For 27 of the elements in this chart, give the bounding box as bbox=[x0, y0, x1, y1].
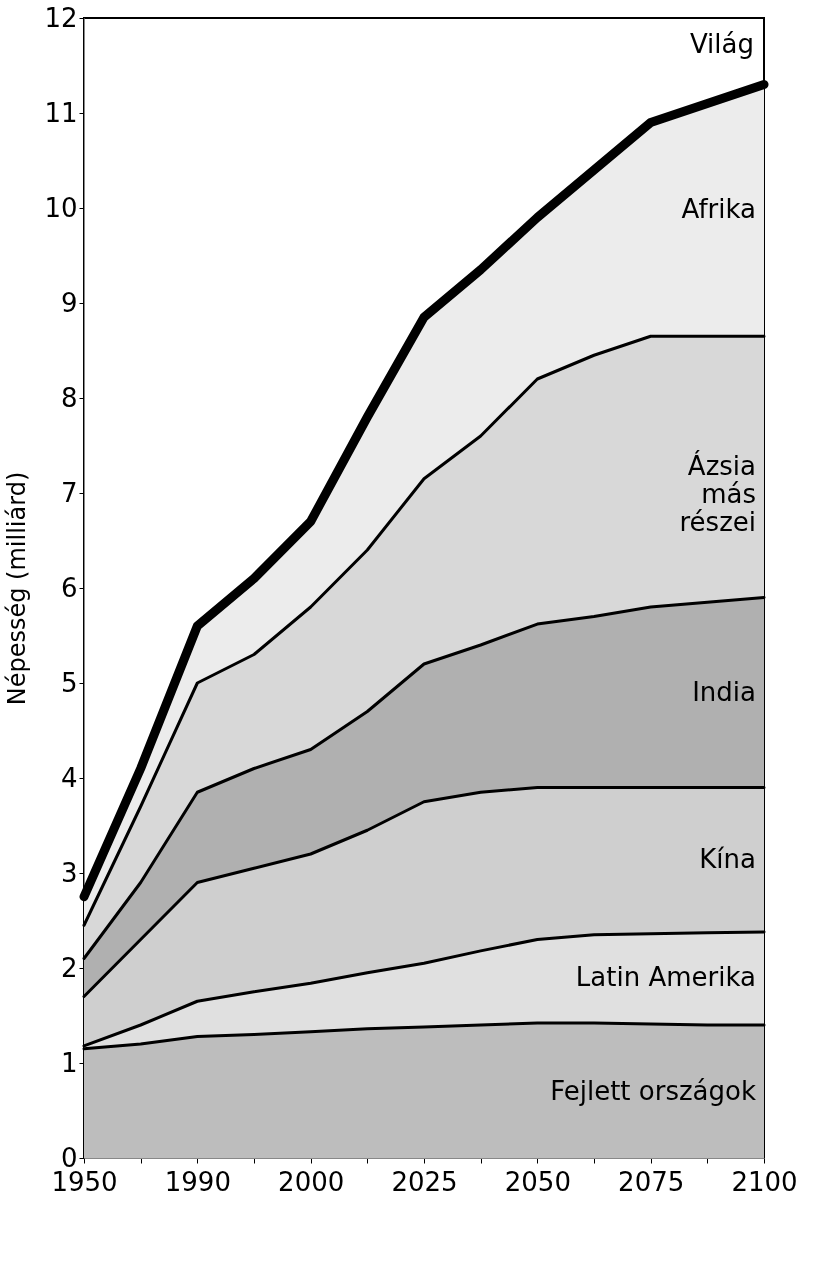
annotation: Világ bbox=[689, 29, 754, 59]
y-axis-title: Népesség (milliárd) bbox=[3, 471, 32, 706]
series-label: Ázsia más részei bbox=[679, 449, 756, 537]
y-tick-label: 10 bbox=[44, 192, 78, 223]
x-tick-label: 1950 bbox=[51, 1166, 118, 1197]
x-tick-label: 2100 bbox=[731, 1166, 798, 1197]
series-label: Fejlett országok bbox=[550, 1075, 756, 1106]
series-label: India bbox=[692, 676, 756, 707]
y-tick-label: 4 bbox=[60, 762, 78, 793]
x-tick-label: 2075 bbox=[618, 1166, 685, 1197]
y-tick-label: 6 bbox=[60, 572, 78, 603]
x-tick-label: 2025 bbox=[391, 1166, 458, 1197]
x-tick-label: 1990 bbox=[164, 1166, 231, 1197]
series-label: Kína bbox=[699, 843, 756, 874]
y-tick-label: 12 bbox=[44, 2, 78, 33]
y-tick-label: 11 bbox=[44, 97, 78, 128]
y-tick-label: 9 bbox=[60, 287, 78, 318]
x-tick-label: 2000 bbox=[278, 1166, 345, 1197]
y-tick-label: 1 bbox=[60, 1047, 78, 1078]
x-tick-label: 2050 bbox=[504, 1166, 571, 1197]
y-tick-label: 8 bbox=[60, 382, 78, 413]
y-tick-label: 3 bbox=[60, 857, 78, 888]
series-label: Afrika bbox=[681, 194, 756, 225]
y-tick-label: 5 bbox=[60, 667, 78, 698]
y-tick-label: 2 bbox=[60, 952, 78, 983]
y-tick-label: 7 bbox=[60, 477, 78, 508]
series-label: Latin Amerika bbox=[575, 962, 756, 993]
